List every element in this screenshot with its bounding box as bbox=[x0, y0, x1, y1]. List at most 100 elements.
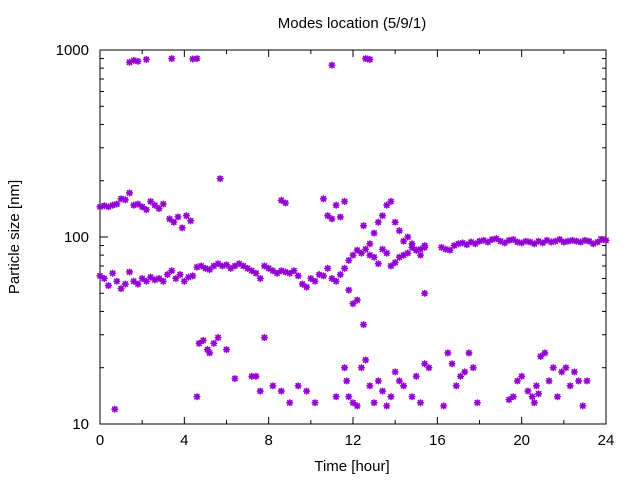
data-point bbox=[96, 203, 104, 211]
data-point bbox=[585, 237, 593, 245]
data-point bbox=[328, 215, 336, 223]
data-point bbox=[184, 273, 193, 281]
data-point bbox=[96, 272, 104, 280]
data-point bbox=[260, 262, 269, 270]
data-point bbox=[353, 402, 361, 410]
data-point bbox=[374, 218, 382, 226]
data-point bbox=[155, 274, 163, 283]
data-point bbox=[437, 243, 446, 251]
data-point bbox=[549, 364, 557, 372]
data-point bbox=[189, 55, 197, 63]
x-axis: 0 4 8 12 16 20 24 bbox=[96, 50, 614, 449]
y-axis-label: Particle size [nm] bbox=[6, 180, 23, 294]
data-point bbox=[556, 235, 564, 244]
data-point bbox=[395, 253, 403, 261]
data-point bbox=[378, 212, 387, 220]
data-point bbox=[117, 195, 125, 203]
data-point bbox=[400, 251, 408, 259]
data-point bbox=[252, 372, 260, 380]
data-point bbox=[581, 236, 589, 244]
data-point bbox=[269, 267, 277, 275]
data-point bbox=[366, 240, 374, 248]
data-point bbox=[543, 236, 551, 244]
data-point bbox=[566, 382, 574, 390]
data-point bbox=[256, 387, 264, 395]
data-point bbox=[366, 251, 374, 259]
data-point bbox=[496, 237, 505, 245]
data-point bbox=[391, 258, 399, 267]
data-point bbox=[138, 274, 146, 283]
data-point bbox=[530, 399, 538, 407]
data-point bbox=[551, 237, 559, 245]
data-point bbox=[117, 284, 125, 293]
data-point bbox=[404, 233, 412, 241]
data-point bbox=[463, 241, 471, 249]
data-point bbox=[387, 393, 395, 401]
data-point bbox=[104, 203, 113, 211]
data-point bbox=[558, 368, 566, 376]
data-point bbox=[178, 224, 186, 232]
y-tick-label: 10 bbox=[72, 416, 89, 433]
data-point bbox=[467, 238, 475, 246]
data-point bbox=[416, 245, 425, 253]
data-point bbox=[583, 377, 591, 385]
data-point bbox=[473, 399, 481, 407]
data-point bbox=[465, 349, 473, 357]
data-point bbox=[378, 387, 387, 395]
data-point bbox=[374, 377, 382, 385]
data-point bbox=[400, 382, 408, 390]
data-point bbox=[294, 382, 302, 390]
data-point bbox=[364, 55, 372, 63]
data-point bbox=[147, 273, 155, 281]
x-axis-label: Time [hour] bbox=[314, 458, 389, 475]
data-point bbox=[359, 321, 368, 329]
data-point bbox=[383, 201, 391, 209]
data-point bbox=[421, 241, 429, 250]
data-point bbox=[315, 270, 323, 279]
data-point bbox=[518, 239, 526, 247]
data-point bbox=[248, 372, 256, 380]
data-point bbox=[277, 387, 285, 395]
data-point bbox=[163, 270, 172, 279]
data-point bbox=[518, 372, 526, 380]
data-point bbox=[260, 333, 269, 342]
x-tick-label: 20 bbox=[513, 432, 530, 449]
data-point bbox=[130, 277, 138, 285]
data-point bbox=[513, 238, 522, 246]
data-point bbox=[206, 349, 214, 357]
data-point bbox=[357, 364, 366, 372]
data-point bbox=[216, 175, 224, 183]
data-point bbox=[456, 372, 465, 380]
data-point bbox=[541, 349, 549, 357]
x-tick-label: 4 bbox=[180, 432, 188, 449]
data-point bbox=[492, 235, 500, 243]
data-point bbox=[168, 267, 176, 275]
data-point bbox=[286, 399, 294, 407]
data-point bbox=[357, 249, 366, 257]
data-point bbox=[199, 336, 207, 344]
data-point bbox=[343, 377, 351, 385]
data-point bbox=[227, 264, 235, 272]
data-point bbox=[286, 269, 294, 277]
data-point bbox=[265, 264, 273, 272]
data-point bbox=[349, 251, 357, 259]
data-point bbox=[505, 236, 513, 244]
data-point bbox=[408, 243, 416, 251]
data-point bbox=[340, 364, 349, 372]
data-point bbox=[311, 277, 319, 285]
data-point bbox=[560, 238, 568, 246]
plot-frame bbox=[99, 49, 607, 425]
data-point bbox=[366, 382, 374, 390]
data-point bbox=[425, 364, 433, 372]
data-point bbox=[353, 296, 361, 304]
data-point bbox=[197, 262, 205, 270]
data-point bbox=[412, 372, 420, 380]
data-point bbox=[170, 218, 178, 226]
data-point bbox=[214, 260, 222, 268]
data-point bbox=[294, 272, 302, 280]
x-tick-label: 0 bbox=[96, 432, 104, 449]
data-point bbox=[130, 56, 138, 64]
data-point bbox=[252, 269, 260, 277]
data-point bbox=[231, 262, 239, 270]
